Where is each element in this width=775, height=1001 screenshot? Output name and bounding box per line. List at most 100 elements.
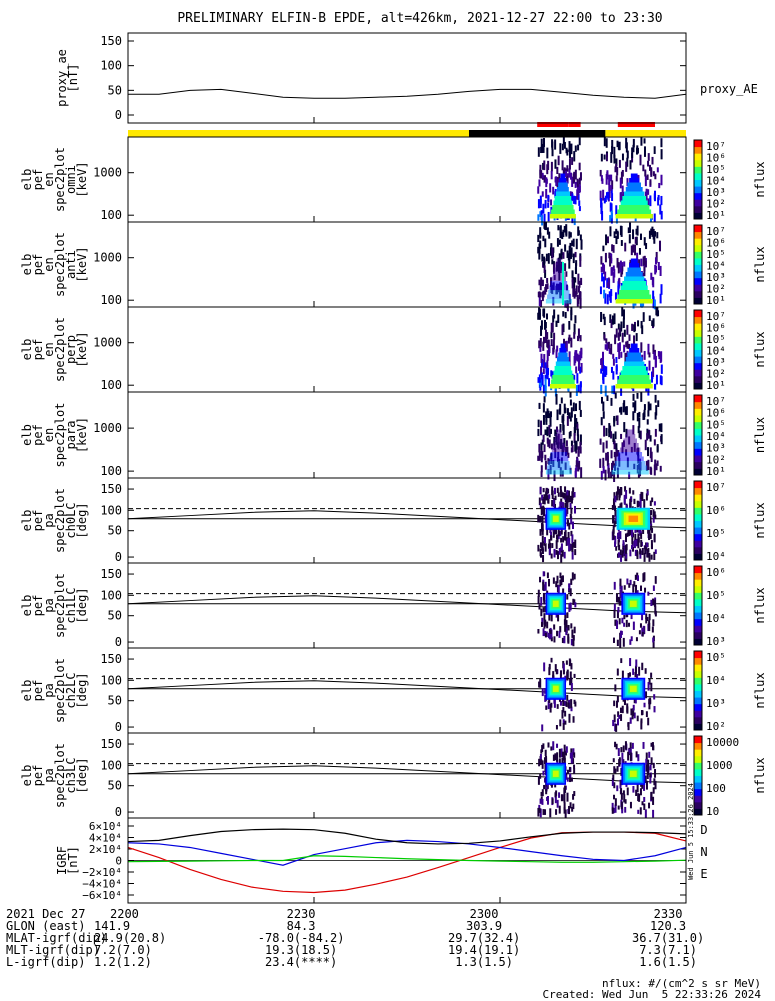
spectrogram-cell bbox=[562, 419, 565, 431]
spectrogram-cell bbox=[560, 748, 563, 758]
spectrogram-cell bbox=[549, 183, 552, 193]
spectrogram-peak bbox=[616, 456, 644, 461]
spectrogram-cell bbox=[653, 501, 656, 506]
spectrogram-cell bbox=[660, 149, 663, 160]
spectrogram-cell bbox=[568, 497, 571, 503]
spectrogram-cell bbox=[541, 172, 544, 179]
spectrogram-cell bbox=[632, 490, 635, 495]
spectrogram-cell bbox=[632, 621, 635, 630]
spectrogram-cell bbox=[577, 286, 580, 293]
spectrogram-cell bbox=[653, 778, 656, 786]
spectrogram-cell bbox=[610, 253, 613, 262]
spectrogram-cell bbox=[556, 551, 559, 560]
spectrogram-cell bbox=[634, 533, 637, 541]
spectrogram-cell bbox=[562, 669, 565, 675]
spectrogram-cell bbox=[644, 260, 647, 268]
spectrogram-cell bbox=[553, 487, 556, 495]
spectrogram-cell bbox=[571, 193, 574, 201]
ylabel-line: ch2LC bbox=[64, 672, 78, 708]
spectrogram-cell bbox=[654, 355, 657, 367]
spectrogram-cell bbox=[550, 531, 553, 539]
spectrogram-cell bbox=[568, 543, 571, 552]
spectrogram-peak bbox=[618, 290, 650, 295]
spectrogram-cell bbox=[650, 272, 653, 280]
spectrogram-cell bbox=[539, 753, 542, 762]
colorbar-cell bbox=[694, 336, 702, 344]
spectrogram-cell bbox=[574, 251, 577, 258]
spectrogram-cell bbox=[540, 522, 543, 532]
spectrogram-cell bbox=[637, 809, 640, 814]
colorbar-cell bbox=[694, 455, 702, 463]
spectrogram-cell bbox=[577, 193, 580, 201]
spectrogram-cell bbox=[640, 300, 643, 308]
spectrogram-cell bbox=[647, 410, 650, 417]
spectrogram-peak bbox=[629, 348, 640, 353]
spectrogram-cell bbox=[560, 397, 563, 404]
colorbar-tick: 10⁵ bbox=[706, 589, 726, 602]
spectrogram-cell bbox=[600, 470, 603, 480]
spectrogram-cell bbox=[619, 407, 622, 413]
spectrogram-cell bbox=[573, 151, 576, 162]
spectrogram-cell bbox=[650, 672, 653, 678]
spectrogram-cell bbox=[640, 720, 643, 730]
spectrogram-cell bbox=[651, 626, 654, 633]
spectrogram-cell bbox=[573, 288, 576, 299]
spectrogram-cell bbox=[638, 630, 641, 635]
spectrogram-peak bbox=[617, 209, 652, 214]
spectrogram-cell bbox=[553, 529, 556, 535]
spectrogram-cell bbox=[539, 679, 542, 688]
spectrogram-cell bbox=[639, 585, 642, 592]
spectrogram-cell bbox=[619, 177, 622, 189]
colorbar-cell bbox=[694, 782, 702, 790]
spectrogram-cell bbox=[600, 311, 603, 322]
plot-frame bbox=[127, 647, 687, 734]
spectrogram-cell bbox=[543, 396, 546, 403]
spectrogram-cell bbox=[553, 548, 556, 558]
spectrogram-cell bbox=[573, 323, 576, 335]
spectrogram-cell bbox=[576, 423, 579, 429]
spectrogram-cell bbox=[652, 296, 655, 306]
spectrogram-cell bbox=[640, 342, 643, 353]
spectrogram-cell bbox=[545, 188, 548, 199]
colorbar-cell bbox=[694, 205, 702, 213]
spectrogram-cell bbox=[632, 393, 635, 401]
spectrogram-cell bbox=[567, 452, 570, 458]
spectrogram-cell bbox=[660, 210, 663, 220]
spectrogram-cell bbox=[648, 802, 651, 809]
spectrogram-cell bbox=[608, 182, 611, 192]
colorbar-cell bbox=[694, 481, 702, 489]
spectrogram-cell bbox=[537, 628, 540, 634]
spectrogram-cell bbox=[602, 466, 605, 474]
spectrogram-cell bbox=[553, 332, 556, 340]
colorbar-cell bbox=[694, 225, 702, 233]
spectrogram-cell bbox=[645, 752, 648, 762]
spectrogram-cell bbox=[616, 415, 619, 426]
spectrogram-cell bbox=[569, 399, 572, 406]
spectrogram-cell bbox=[652, 514, 655, 523]
spectrogram-cell bbox=[579, 409, 582, 417]
spectrogram-cell bbox=[643, 796, 646, 802]
spectrogram-cell bbox=[544, 809, 547, 815]
spectrogram-cell bbox=[548, 612, 551, 621]
spectrogram-cell bbox=[545, 788, 548, 795]
spectrogram-cell bbox=[603, 289, 606, 299]
spectrogram-cell bbox=[558, 547, 561, 555]
spectrogram-cell bbox=[543, 138, 546, 147]
colorbar-cell bbox=[694, 251, 702, 259]
spectrogram-cell bbox=[621, 617, 624, 624]
spectrogram-cell bbox=[602, 189, 605, 201]
spectrogram-cell bbox=[570, 309, 573, 321]
spectrogram-cell bbox=[604, 195, 607, 202]
spectrogram-cell bbox=[614, 292, 617, 301]
spectrogram-cell bbox=[566, 612, 569, 619]
spectrogram-cell bbox=[564, 750, 567, 756]
spectrogram-cell bbox=[538, 758, 541, 767]
spectrogram-cell bbox=[566, 250, 569, 258]
spectrogram-cell bbox=[555, 754, 558, 762]
spectrogram-cell bbox=[636, 500, 639, 508]
spectrogram-cell bbox=[559, 579, 562, 587]
spectrogram-cell bbox=[618, 618, 621, 625]
spectrogram-cell bbox=[636, 715, 639, 722]
